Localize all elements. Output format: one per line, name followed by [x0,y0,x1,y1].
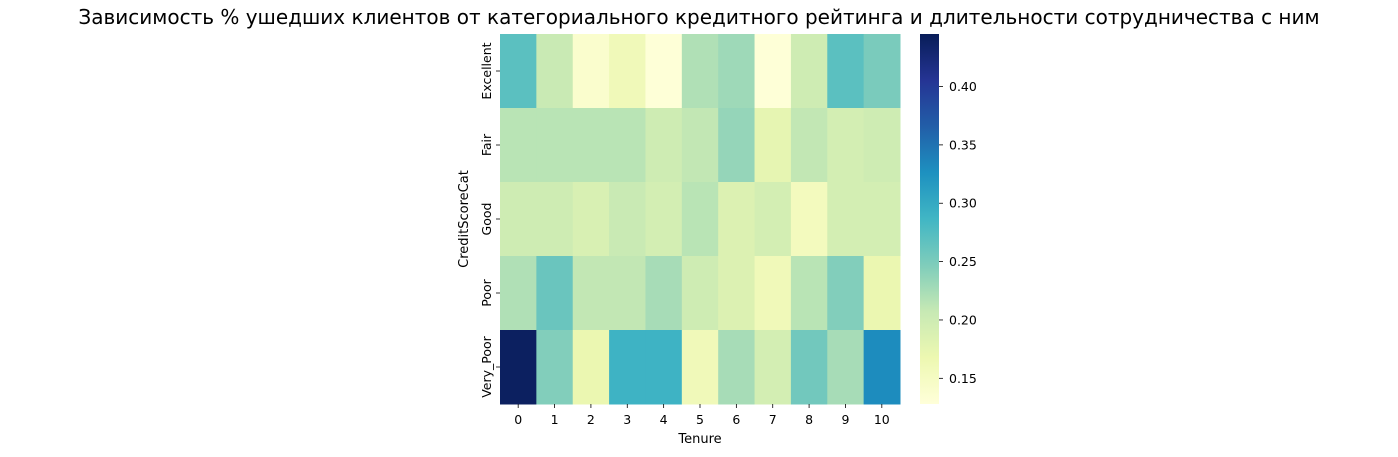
colorbar [920,34,939,404]
heatmap-cell-excellent-5 [681,34,719,109]
heatmap-cell-poor-4 [645,256,683,331]
heatmap-cell-fair-0 [500,108,537,183]
heatmap-cell-poor-7 [754,256,792,331]
heatmap-cell-good-8 [790,182,828,257]
heatmap-cell-very_poor-5 [681,330,719,405]
heatmap-cell-good-10 [863,182,901,257]
y-axis-ticks: Excellent Fair Good Poor Very_Poor [479,42,500,398]
heatmap-cell-very_poor-6 [718,330,756,405]
heatmap-cell-good-3 [609,182,646,257]
heatmap-cell-poor-2 [572,256,610,331]
heatmap-cell-good-4 [645,182,683,257]
heatmap-cell-fair-1 [536,108,574,183]
heatmap-cell-very_poor-3 [609,330,646,405]
heatmap-cell-good-0 [500,182,537,257]
heatmap-cell-good-7 [754,182,792,257]
heatmap-cell-fair-9 [827,108,865,183]
heatmap-cell-excellent-0 [500,34,537,109]
colorbar-tick-label: 0.25 [949,254,977,269]
heatmap-cell-very_poor-10 [863,330,901,405]
heatmap-cell-fair-3 [609,108,646,183]
y-tick-label: Excellent [479,42,494,99]
heatmap-cell-very_poor-4 [645,330,683,405]
heatmap-cell-poor-9 [827,256,865,331]
heatmap-cell-poor-6 [718,256,756,331]
x-tick-label: 5 [696,412,704,427]
heatmap-cell-good-2 [572,182,610,257]
heatmap-cell-fair-5 [681,108,719,183]
x-tick-label: 1 [551,412,559,427]
y-tick-label: Fair [479,133,494,156]
heatmap-cell-very_poor-9 [827,330,865,405]
heatmap-cell-excellent-7 [754,34,792,109]
chart-title: Зависимость % ушедших клиентов от катего… [78,5,1319,29]
colorbar-tick-label: 0.30 [949,196,977,211]
heatmap-cell-good-5 [681,182,719,257]
heatmap-cell-fair-4 [645,108,683,183]
y-tick-label: Very_Poor [479,335,494,397]
heatmap-cell-fair-8 [790,108,828,183]
heatmap-cell-excellent-2 [572,34,610,109]
heatmap-cell-poor-8 [790,256,828,331]
x-tick-label: 9 [841,412,849,427]
colorbar-tick-label: 0.20 [949,312,977,327]
colorbar-tick-label: 0.35 [949,137,977,152]
heatmap-cell-poor-1 [536,256,574,331]
x-tick-label: 10 [874,412,890,427]
x-tick-label: 0 [514,412,522,427]
x-axis-label: Tenure [677,432,721,447]
heatmap-cell-fair-7 [754,108,792,183]
heatmap-cell-poor-0 [500,256,537,331]
heatmap-cell-fair-6 [718,108,756,183]
heatmap-cell-very_poor-8 [790,330,828,405]
heatmap-cell-very_poor-0 [500,330,537,405]
y-axis-label: CreditScoreCat [457,170,472,268]
heatmap-cell-excellent-3 [609,34,646,109]
heatmap-cell-excellent-10 [863,34,901,109]
heatmap-cell-poor-5 [681,256,719,331]
heatmap-cell-excellent-1 [536,34,574,109]
heatmap-cell-fair-2 [572,108,610,183]
heatmap-cell-good-1 [536,182,574,257]
x-tick-label: 3 [623,412,631,427]
heatmap-cell-fair-10 [863,108,901,183]
x-tick-label: 6 [732,412,740,427]
x-tick-label: 8 [805,412,813,427]
y-tick-label: Good [479,203,494,236]
colorbar-tick-label: 0.40 [949,79,977,94]
heatmap-cell-good-9 [827,182,865,257]
heatmap-cell-very_poor-7 [754,330,792,405]
heatmap-cell-very_poor-2 [572,330,610,405]
x-tick-label: 4 [660,412,668,427]
colorbar-ticks: 0.15 0.20 0.25 0.30 0.35 0.40 [939,79,977,386]
heatmap-cell-excellent-8 [790,34,828,109]
y-tick-label: Poor [479,278,494,306]
colorbar-gradient [920,34,939,404]
x-tick-label: 2 [587,412,595,427]
heatmap-cell-very_poor-1 [536,330,574,405]
x-tick-label: 7 [769,412,777,427]
heatmap-cell-excellent-9 [827,34,865,109]
colorbar-tick-label: 0.15 [949,371,977,386]
heatmap-cell-good-6 [718,182,756,257]
heatmap-cell-poor-3 [609,256,646,331]
heatmap-cell-excellent-6 [718,34,756,109]
heatmap-cell-poor-10 [863,256,901,331]
heatmap-cells [500,34,901,405]
x-axis-ticks: 0 1 2 3 4 5 6 7 8 9 10 [514,404,890,427]
heatmap-cell-excellent-4 [645,34,683,109]
